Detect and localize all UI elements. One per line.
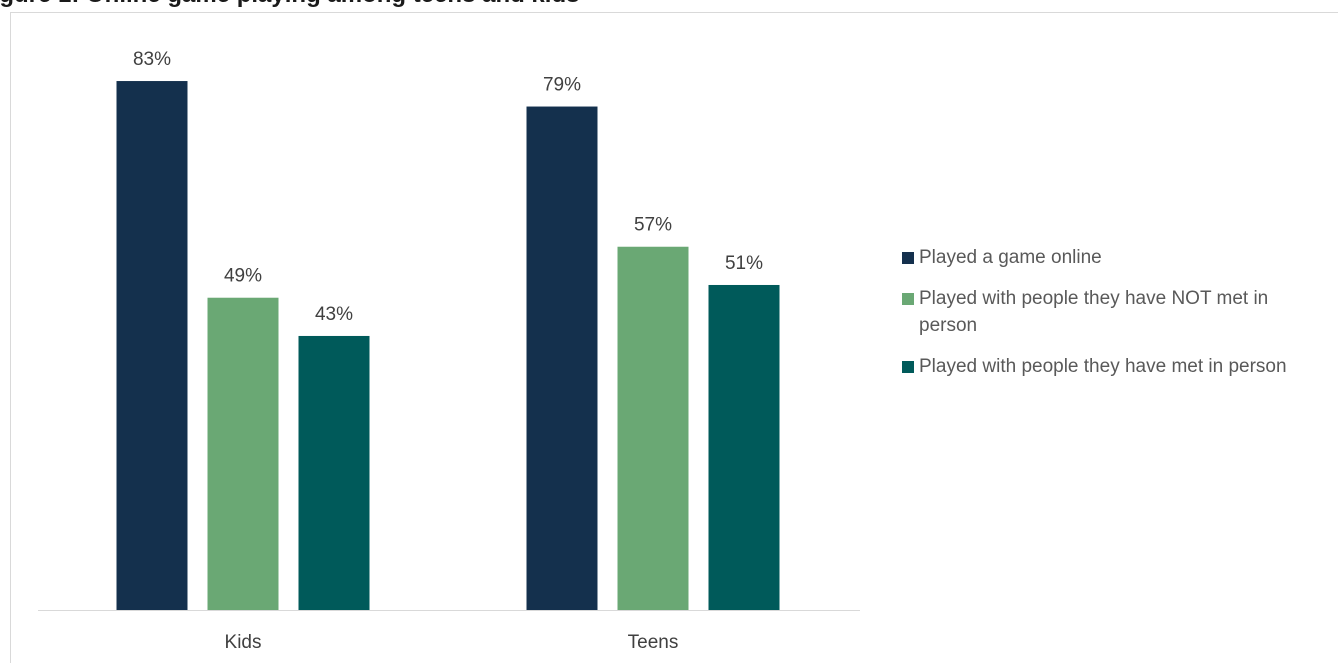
legend-swatch: [902, 293, 914, 305]
legend: Played a game online Played with people t…: [902, 244, 1312, 394]
x-tick-label: Kids: [225, 632, 262, 653]
legend-item: Played with people they have met in pers…: [902, 353, 1312, 380]
x-tick-label: Teens: [628, 632, 679, 653]
data-label: 49%: [224, 266, 262, 287]
legend-label: Played with people they have NOT met in …: [919, 288, 1269, 336]
legend-swatch: [902, 252, 914, 264]
legend-item: Played a game online: [902, 244, 1312, 271]
data-label: 79%: [543, 75, 581, 96]
bar: [617, 246, 689, 610]
data-label: 57%: [634, 215, 672, 236]
data-label: 83%: [133, 49, 171, 70]
legend-label: Played with people they have met in pers…: [919, 356, 1287, 377]
bar: [116, 81, 188, 610]
legend-item: Played with people they have NOT met in …: [902, 285, 1312, 339]
chart-frame: [10, 12, 1338, 663]
bar: [207, 297, 279, 610]
bar: [298, 335, 370, 610]
bar: [708, 284, 780, 610]
legend-label: Played a game online: [919, 247, 1102, 268]
bar: [526, 106, 598, 611]
data-label: 43%: [315, 304, 353, 325]
legend-swatch: [902, 361, 914, 373]
chart-title: Figure 1: Online game playing among teen…: [0, 0, 579, 8]
data-label: 51%: [725, 253, 763, 274]
